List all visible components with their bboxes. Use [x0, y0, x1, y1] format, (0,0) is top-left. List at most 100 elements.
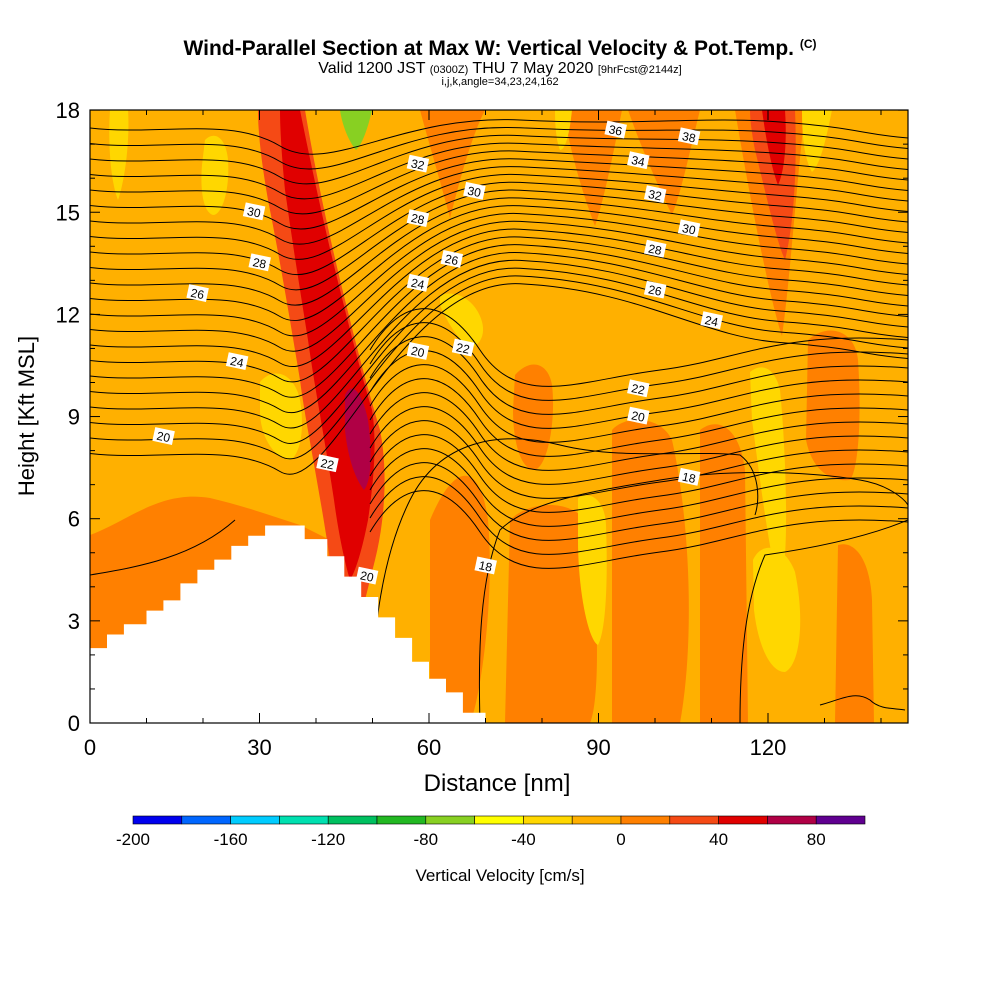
- colorbar-label: Vertical Velocity [cm/s]: [415, 866, 584, 885]
- colorbar-tick-label: -120: [311, 830, 345, 849]
- contour-label-text: 34: [630, 153, 646, 170]
- contour-label: 34: [627, 151, 650, 170]
- theta-contour: [90, 275, 908, 460]
- velocity-region: [762, 110, 786, 185]
- velocity-region: [578, 495, 607, 645]
- contour-label: 20: [355, 566, 379, 585]
- y-tick-label: 9: [68, 405, 80, 430]
- contour-label: 30: [677, 219, 701, 238]
- velocity-region: [750, 367, 787, 590]
- contour-label: 30: [242, 202, 266, 221]
- colorbar-tick-label: 80: [807, 830, 826, 849]
- contour-label: 24: [406, 273, 430, 293]
- grid-params: i,j,k,angle=34,23,24,162: [441, 76, 559, 88]
- colorbar-swatch: [474, 815, 524, 825]
- colorbar-swatch: [718, 815, 768, 825]
- velocity-region: [420, 110, 485, 218]
- velocity-region: [505, 505, 597, 723]
- contour-label: 26: [186, 284, 209, 302]
- x-tick-label: 60: [417, 735, 441, 760]
- theta-contour: [90, 267, 908, 444]
- theta-contour: [90, 220, 908, 352]
- contour-label: 28: [406, 209, 430, 228]
- colorbar-tick-label: 40: [709, 830, 728, 849]
- theta-contour: [369, 378, 908, 457]
- theta-contour: [90, 228, 908, 367]
- theta-contour: [90, 150, 908, 215]
- contour-label: 24: [225, 352, 249, 370]
- x-tick-label: 0: [84, 735, 96, 760]
- theta-contour: [478, 472, 908, 723]
- subtitle-valid: Valid 1200 JST: [318, 60, 426, 77]
- velocity-region: [555, 110, 572, 150]
- theta-contour: [369, 392, 908, 471]
- contour-label-text: 30: [681, 221, 697, 238]
- colorbar-swatch: [523, 815, 573, 825]
- y-tick-label: 15: [56, 200, 80, 225]
- colorbar-tick-label: -160: [214, 830, 248, 849]
- theta-contours: [90, 119, 908, 723]
- theta-contour: [90, 166, 908, 245]
- contour-label-text: 36: [608, 122, 624, 139]
- theta-contour: [90, 252, 908, 413]
- contour-labels: 36 38 32 34 30 32 30 28 30 28 26 28 24 26 26 24 22 20 24 22…: [152, 120, 723, 585]
- contour-label-text: 18: [478, 558, 494, 575]
- velocity-region: [109, 110, 129, 200]
- contour-label: 32: [643, 185, 667, 204]
- contour-label: 26: [440, 249, 464, 268]
- velocity-region: [340, 110, 372, 150]
- chart-title: Wind-Parallel Section at Max W: Vertical…: [0, 37, 1000, 61]
- contour-label-text: 24: [410, 276, 426, 293]
- y-tick-label: 12: [56, 302, 80, 327]
- velocity-region: [753, 547, 801, 672]
- colorbar-swatch: [571, 815, 622, 825]
- contour-label-text: 28: [410, 211, 426, 228]
- subtitle-fcst: [9hrFcst@2144z]: [597, 64, 682, 76]
- velocity-region: [280, 110, 375, 580]
- contour-label: 22: [627, 379, 650, 398]
- contour-label-text: 28: [647, 241, 663, 258]
- velocity-region: [260, 373, 302, 460]
- theta-contour: [90, 181, 908, 276]
- y-tick-label: 18: [56, 98, 80, 123]
- theta-contour: [90, 213, 908, 337]
- theta-contour: [90, 119, 908, 155]
- subtitle-date: THU 7 May 2020: [472, 60, 594, 77]
- contour-label-text: 28: [252, 255, 268, 272]
- theta-contour: [369, 364, 908, 443]
- colorbar-tick-label: -80: [414, 830, 439, 849]
- velocity-region: [345, 388, 371, 490]
- contour-label: 22: [451, 338, 475, 357]
- colorbar-swatch: [669, 815, 719, 825]
- contour-label: 32: [406, 154, 430, 173]
- terrain: [90, 525, 486, 723]
- contour-label-text: 20: [630, 408, 646, 425]
- contour-label: 30: [463, 181, 486, 200]
- contour-label: 38: [677, 127, 701, 146]
- theta-contour: [369, 462, 908, 541]
- contour-label: 24: [700, 311, 723, 330]
- contour-label: 22: [316, 454, 339, 473]
- theta-contour: [90, 174, 908, 260]
- colorbar-swatch: [620, 815, 671, 825]
- contour-label-text: 22: [455, 340, 471, 357]
- chart-subtitle: Valid 1200 JST (0300Z) THU 7 May 2020 [9…: [0, 61, 1000, 78]
- contour-label-text: 38: [681, 129, 697, 146]
- colorbar-swatch: [230, 815, 280, 825]
- contour-label-text: 22: [319, 456, 335, 473]
- contour-label: 36: [604, 120, 627, 139]
- colorbar-swatch: [181, 815, 231, 825]
- colorbar-swatch: [815, 815, 866, 825]
- colorbar-tick-label: 0: [616, 830, 625, 849]
- theta-contour: [369, 322, 908, 401]
- y-tick-label: 0: [68, 711, 80, 736]
- contour-label-text: 24: [704, 313, 720, 330]
- colorbar-swatch: [279, 815, 329, 825]
- contour-label: 26: [643, 280, 667, 299]
- x-axis-label: Distance [nm]: [424, 770, 571, 797]
- contour-label: 18: [474, 556, 497, 575]
- theta-contour: [90, 244, 908, 398]
- theta-contour: [369, 476, 908, 555]
